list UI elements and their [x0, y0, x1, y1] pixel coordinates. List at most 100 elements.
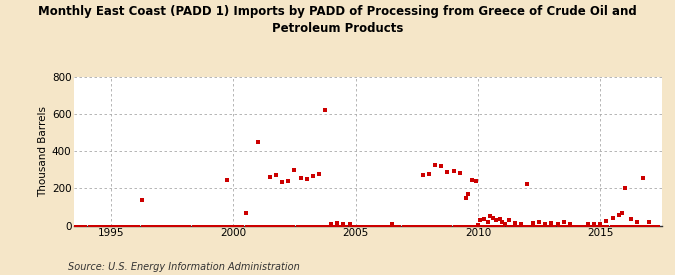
Point	[430, 163, 441, 167]
Point	[464, 223, 475, 228]
Point	[252, 140, 263, 144]
Text: Source: U.S. Energy Information Administration: Source: U.S. Energy Information Administ…	[68, 262, 299, 272]
Point	[101, 223, 112, 228]
Point	[574, 223, 585, 228]
Point	[171, 223, 182, 228]
Point	[226, 223, 237, 228]
Point	[446, 223, 457, 228]
Point	[354, 223, 365, 228]
Point	[85, 223, 96, 228]
Point	[289, 223, 300, 228]
Point	[626, 223, 637, 228]
Point	[497, 223, 508, 228]
Point	[122, 223, 133, 228]
Point	[330, 223, 341, 228]
Point	[648, 223, 659, 228]
Point	[487, 223, 497, 228]
Point	[505, 223, 516, 228]
Point	[536, 223, 547, 228]
Point	[259, 223, 269, 228]
Point	[399, 223, 410, 228]
Point	[542, 223, 553, 228]
Point	[387, 222, 398, 226]
Point	[151, 223, 161, 228]
Point	[279, 223, 290, 228]
Point	[211, 223, 222, 228]
Point	[240, 223, 251, 228]
Point	[318, 223, 329, 228]
Point	[369, 223, 379, 228]
Point	[411, 223, 422, 228]
Point	[342, 223, 353, 228]
Point	[450, 223, 461, 228]
Point	[546, 223, 557, 228]
Point	[75, 223, 86, 228]
Point	[79, 223, 90, 228]
Point	[201, 223, 212, 228]
Point	[468, 223, 479, 228]
Point	[463, 192, 474, 196]
Point	[489, 223, 500, 228]
Point	[620, 223, 630, 228]
Point	[516, 221, 526, 226]
Point	[644, 223, 655, 228]
Point	[578, 223, 589, 228]
Point	[344, 223, 355, 228]
Point	[105, 223, 116, 228]
Point	[618, 223, 628, 228]
Point	[303, 223, 314, 228]
Point	[175, 223, 186, 228]
Point	[495, 217, 506, 221]
Point	[422, 223, 433, 228]
Point	[377, 223, 387, 228]
Point	[456, 223, 467, 228]
Point	[238, 223, 249, 228]
Point	[265, 175, 275, 180]
Point	[497, 219, 508, 224]
Point	[236, 223, 247, 228]
Point	[448, 169, 459, 173]
Point	[597, 223, 608, 228]
Point	[642, 223, 653, 228]
Point	[371, 223, 381, 228]
Point	[650, 223, 661, 228]
Point	[136, 223, 147, 228]
Point	[213, 223, 224, 228]
Point	[375, 223, 385, 228]
Point	[454, 223, 465, 228]
Point	[165, 223, 176, 228]
Point	[622, 223, 632, 228]
Point	[356, 223, 367, 228]
Point	[448, 223, 459, 228]
Point	[240, 211, 251, 216]
Point	[564, 221, 575, 226]
Point	[546, 221, 557, 225]
Point	[128, 223, 139, 228]
Point	[407, 223, 418, 228]
Point	[481, 223, 491, 228]
Point	[142, 223, 153, 228]
Point	[493, 223, 504, 228]
Point	[244, 223, 255, 228]
Point	[130, 223, 141, 228]
Point	[307, 174, 318, 178]
Point	[261, 223, 271, 228]
Point	[83, 223, 94, 228]
Point	[265, 223, 275, 228]
Point	[568, 223, 579, 228]
Point	[401, 223, 412, 228]
Point	[420, 223, 431, 228]
Point	[379, 223, 389, 228]
Point	[120, 223, 131, 228]
Point	[358, 223, 369, 228]
Point	[393, 223, 404, 228]
Point	[562, 223, 573, 228]
Point	[293, 223, 304, 228]
Point	[309, 223, 320, 228]
Point	[475, 218, 486, 222]
Point	[472, 222, 483, 227]
Point	[136, 197, 147, 202]
Point	[509, 221, 520, 225]
Point	[97, 223, 108, 228]
Point	[252, 223, 263, 228]
